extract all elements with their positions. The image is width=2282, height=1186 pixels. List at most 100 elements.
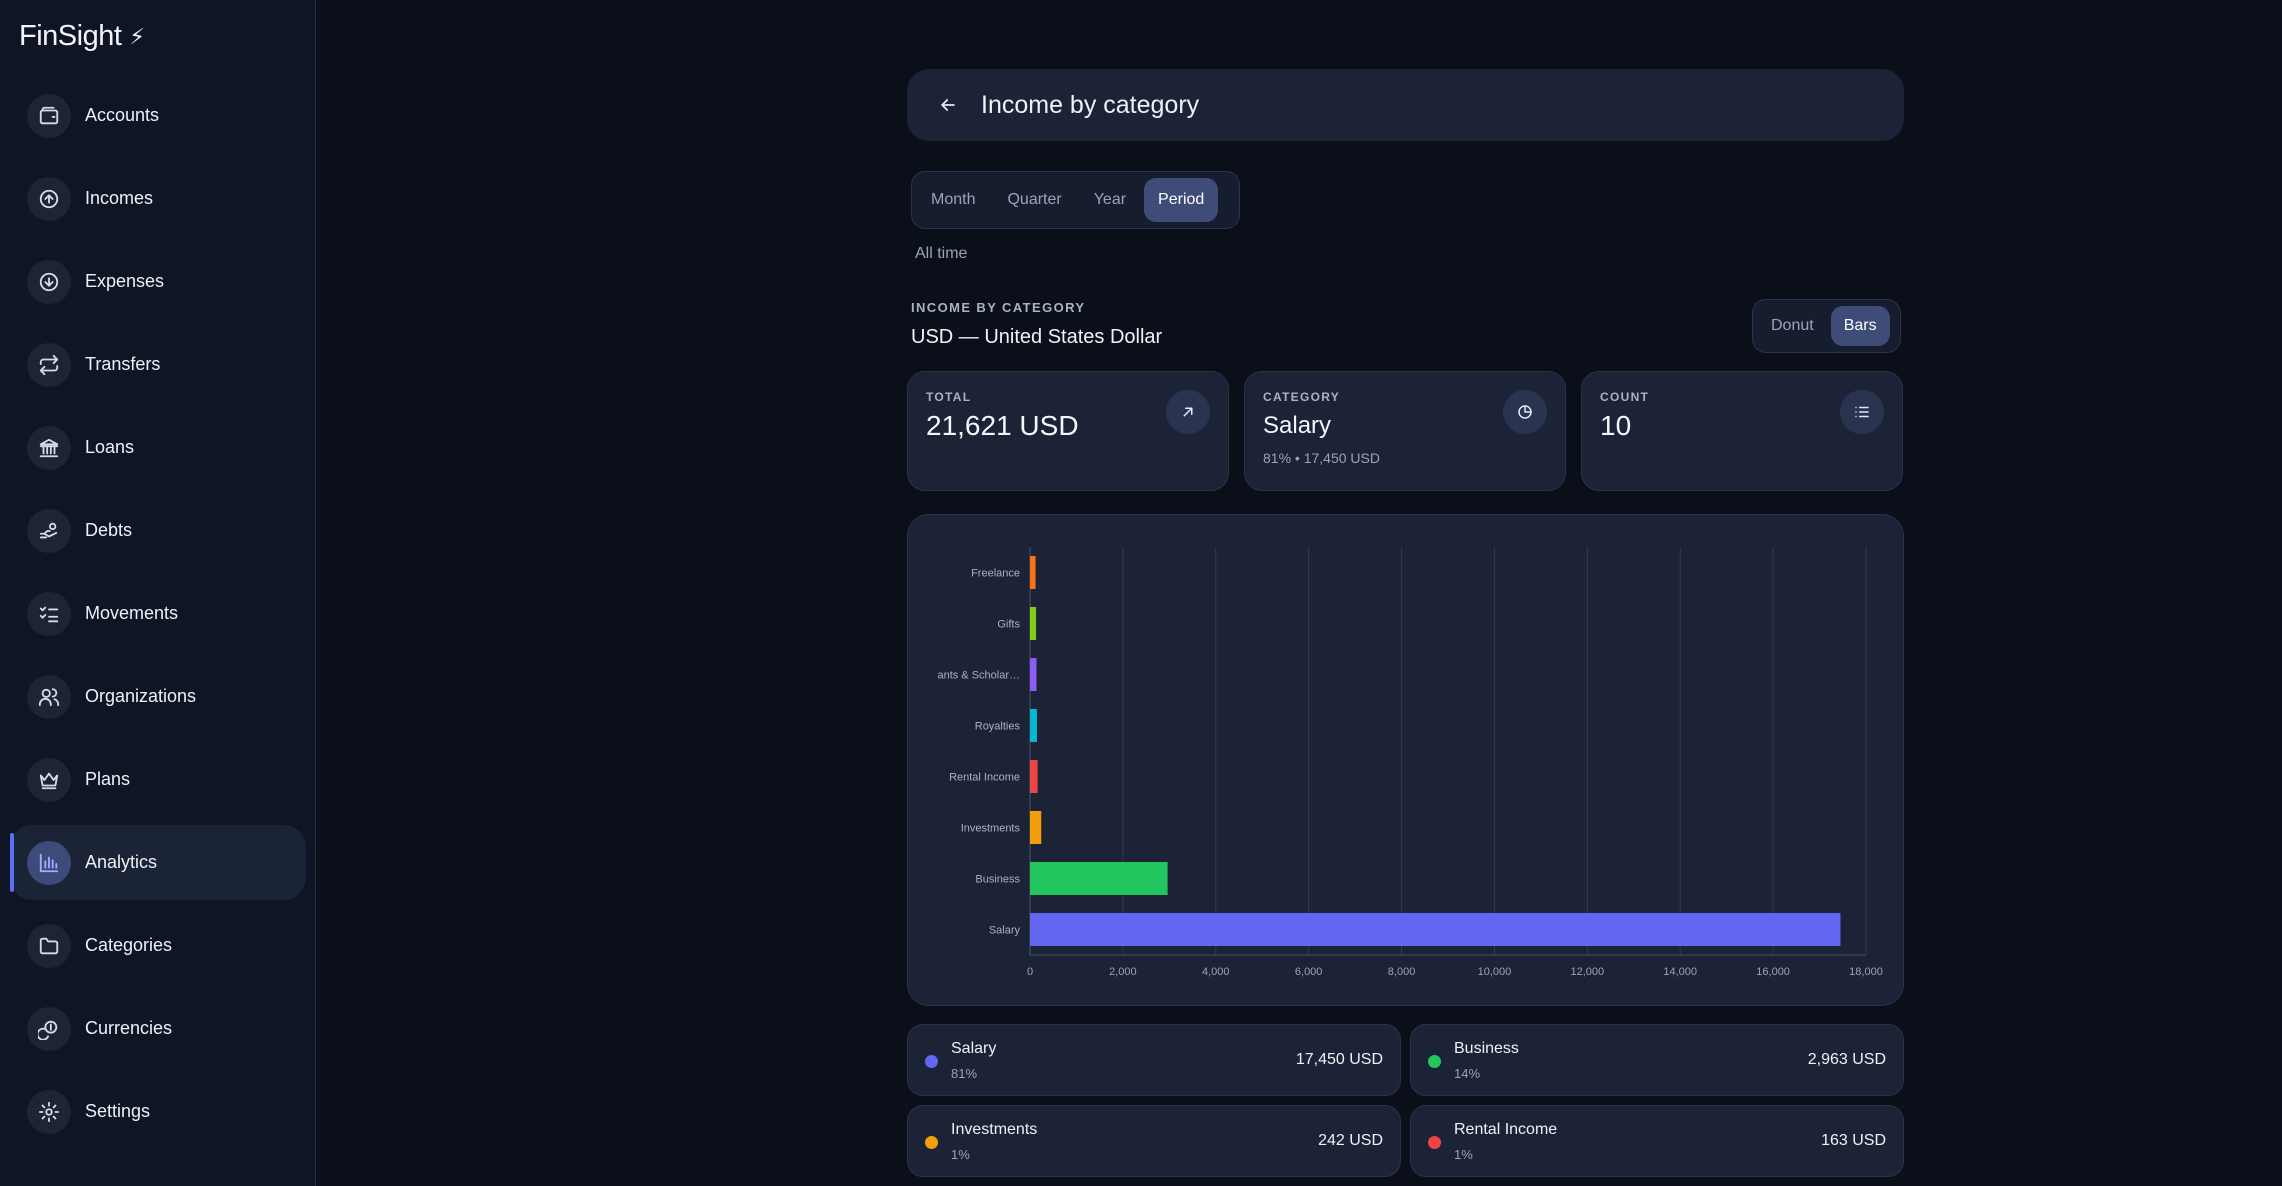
period-range: All time [915, 245, 968, 262]
bar [1030, 658, 1037, 691]
folder-icon [27, 923, 71, 968]
legend-name: Salary [951, 1040, 997, 1057]
x-tick-label: 0 [1027, 966, 1033, 978]
stat-value: Salary [1263, 412, 1332, 439]
sidebar-item-expenses[interactable]: Expenses [10, 244, 306, 319]
toggle-donut[interactable]: Donut [1771, 317, 1814, 334]
x-tick-label: 6,000 [1295, 966, 1323, 978]
users-icon [27, 674, 71, 719]
legend-amount: 2,963 USD [1807, 1051, 1886, 1068]
tab-quarter[interactable]: Quarter [1007, 191, 1062, 208]
arrow-left-icon [941, 99, 955, 111]
sidebar-item-debts[interactable]: Debts [10, 493, 306, 568]
hand-coins-icon [27, 508, 71, 553]
x-tick-label: 14,000 [1663, 966, 1697, 978]
legend-name: Rental Income [1454, 1121, 1558, 1138]
x-tick-label: 2,000 [1109, 966, 1137, 978]
sidebar-item-accounts[interactable]: Accounts [10, 78, 306, 153]
sidebar-item-settings[interactable]: Settings [10, 1074, 306, 1149]
bolt-icon: ⚡ [129, 23, 145, 49]
list-checks-icon [27, 591, 71, 636]
sidebar-item-transfers[interactable]: Transfers [10, 327, 306, 402]
arrow-up-circle-icon [27, 176, 71, 221]
coins-icon [27, 1006, 71, 1051]
legend-amount: 163 USD [1821, 1132, 1886, 1149]
x-tick-label: 12,000 [1571, 966, 1605, 978]
legend-item-salary[interactable]: Salary 81% 17,450 USD [907, 1024, 1401, 1096]
crown-icon [27, 757, 71, 802]
sidebar-item-categories[interactable]: Categories [10, 908, 306, 983]
sidebar-item-movements[interactable]: Movements [10, 576, 306, 651]
legend-amount: 17,450 USD [1295, 1051, 1383, 1068]
legend-pct: 14% [1454, 1066, 1481, 1081]
sidebar-item-organizations[interactable]: Organizations [10, 659, 306, 734]
tab-month[interactable]: Month [931, 191, 976, 208]
bar [1030, 709, 1037, 742]
stat-sub: 81% • 17,450 USD [1263, 450, 1380, 466]
tab-period[interactable]: Period [1144, 178, 1219, 222]
y-tick-label: Business [975, 874, 1020, 886]
legend-item-investments[interactable]: Investments 1% 242 USD [907, 1105, 1401, 1177]
sidebar-item-currencies[interactable]: Currencies [10, 991, 306, 1066]
legend-dot [925, 1136, 938, 1149]
y-tick-label: ants & Scholar… [937, 670, 1020, 682]
sidebar-item-label: Currencies [85, 1018, 173, 1038]
sidebar-item-label: Expenses [85, 271, 165, 291]
income-bar-chart: 0 2,000 4,000 6,000 8,000 10,000 12,000 14,000 1… [907, 514, 1904, 1006]
sidebar: FinSight ⚡ Accounts Incomes Expenses Tra… [0, 0, 316, 1186]
stat-value: 21,621 USD [926, 410, 1079, 441]
app-logo[interactable]: FinSight ⚡ [19, 20, 145, 53]
stat-value: 10 [1600, 410, 1632, 441]
repeat-icon [27, 342, 71, 387]
stat-kicker: TOTAL [926, 390, 972, 404]
bar [1030, 913, 1841, 946]
legend-name: Investments [951, 1121, 1038, 1138]
bar [1030, 811, 1042, 844]
back-button[interactable] [933, 90, 963, 120]
arrow-down-circle-icon [27, 259, 71, 304]
sidebar-item-label: Loans [85, 437, 135, 457]
bank-icon [27, 425, 71, 470]
gear-icon [27, 1089, 71, 1134]
bar [1030, 760, 1038, 793]
sidebar-item-label: Incomes [85, 188, 154, 208]
sidebar-item-loans[interactable]: Loans [10, 410, 306, 485]
legend-dot [925, 1055, 938, 1068]
pie-chart-icon [1503, 390, 1547, 434]
sidebar-item-incomes[interactable]: Incomes [10, 161, 306, 236]
chart-view-toggle: Donut Bars [1752, 299, 1901, 353]
sidebar-item-analytics[interactable]: Analytics [10, 825, 306, 900]
currency-title: USD — United States Dollar [911, 326, 1163, 348]
sidebar-item-label: Plans [85, 769, 131, 789]
stat-kicker: CATEGORY [1263, 390, 1341, 404]
legend-pct: 81% [951, 1066, 978, 1081]
legend-item-business[interactable]: Business 14% 2,963 USD [1410, 1024, 1904, 1096]
sidebar-item-label: Movements [85, 603, 179, 623]
sidebar-item-plans[interactable]: Plans [10, 742, 306, 817]
stat-card-category: CATEGORY Salary 81% • 17,450 USD [1244, 371, 1566, 491]
page-title: Income by category [981, 90, 1200, 119]
period-tabs: Month Quarter Year Period [911, 171, 1240, 229]
y-tick-label: Salary [989, 925, 1021, 937]
x-tick-label: 16,000 [1756, 966, 1790, 978]
legend-amount: 242 USD [1318, 1132, 1383, 1149]
sidebar-item-label: Settings [85, 1101, 151, 1121]
bar-chart-icon [27, 840, 71, 885]
x-tick-label: 8,000 [1388, 966, 1416, 978]
arrow-up-right-icon [1166, 390, 1210, 434]
chart-svg: 0 2,000 4,000 6,000 8,000 10,000 12,000 14,000 1… [937, 547, 1883, 978]
y-tick-label: Rental Income [949, 772, 1020, 784]
app-name: FinSight [19, 20, 122, 52]
toggle-bars[interactable]: Bars [1830, 306, 1890, 346]
x-tick-label: 4,000 [1202, 966, 1230, 978]
sidebar-item-label: Analytics [85, 852, 158, 872]
sidebar-item-label: Transfers [85, 354, 161, 374]
page-header: Income by category [907, 69, 1904, 141]
legend-item-rental-income[interactable]: Rental Income 1% 163 USD [1410, 1105, 1904, 1177]
tab-year[interactable]: Year [1093, 191, 1127, 208]
sidebar-item-label: Accounts [85, 105, 160, 125]
sidebar-item-label: Organizations [85, 686, 197, 706]
list-icon [1840, 390, 1884, 434]
y-tick-label: Royalties [975, 721, 1021, 733]
sidebar-nav: Accounts Incomes Expenses Transfers Loan… [0, 78, 316, 1157]
